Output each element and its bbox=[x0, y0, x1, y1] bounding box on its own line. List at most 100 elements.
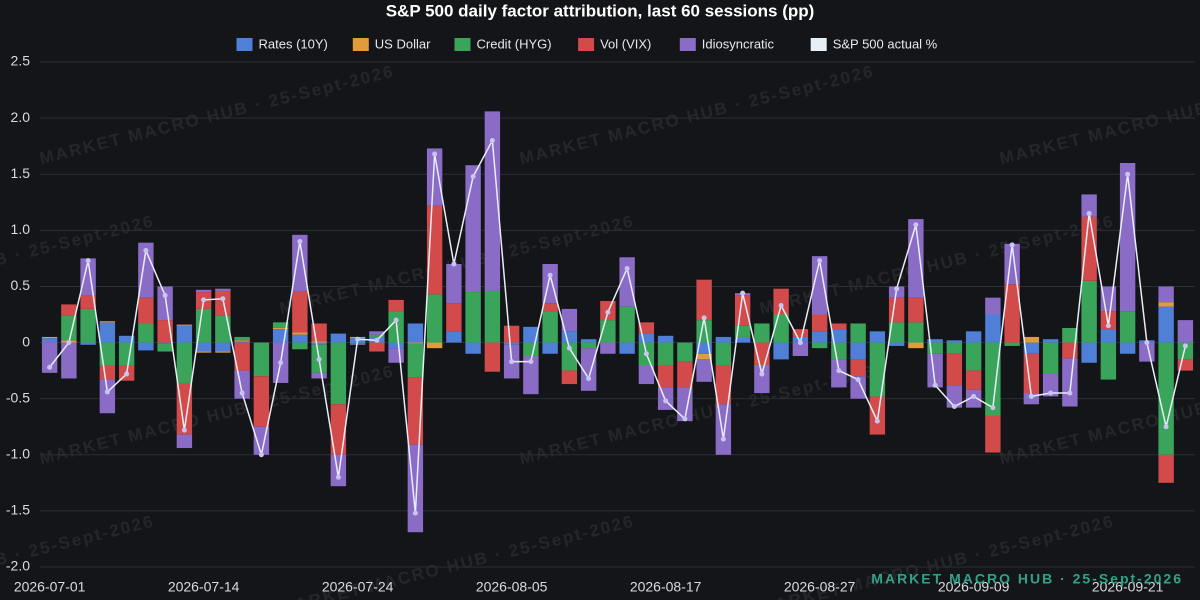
bar-segment bbox=[734, 325, 751, 337]
bar-segment bbox=[1119, 311, 1136, 343]
bar-segment bbox=[80, 342, 96, 345]
bar-segment bbox=[580, 342, 597, 349]
line-point bbox=[143, 248, 149, 254]
bar-segment bbox=[1081, 194, 1097, 217]
line-point bbox=[1009, 242, 1015, 248]
bar-segment bbox=[292, 334, 308, 343]
bar-segment bbox=[61, 304, 77, 316]
line-point bbox=[624, 265, 630, 271]
bar-segment bbox=[927, 353, 943, 388]
line-point bbox=[470, 173, 476, 179]
line-point bbox=[778, 303, 784, 309]
bar-segment bbox=[985, 415, 1001, 453]
line-point bbox=[951, 404, 957, 410]
bar-segment bbox=[234, 340, 250, 342]
line-point bbox=[374, 337, 380, 343]
bar-segment bbox=[80, 308, 96, 343]
bar-segment bbox=[869, 396, 886, 435]
bar-segment bbox=[831, 329, 847, 343]
bar-segment bbox=[600, 342, 616, 354]
legend-label: Credit (HYG) bbox=[477, 36, 552, 51]
x-tick-label: 2026-07-14 bbox=[168, 579, 240, 595]
bar-segment bbox=[831, 342, 847, 360]
bar-segment bbox=[811, 256, 828, 315]
bar-segment bbox=[215, 288, 231, 291]
bar-segment bbox=[369, 334, 385, 337]
bar-segment bbox=[446, 331, 462, 343]
x-tick-label: 2026-08-17 bbox=[630, 579, 702, 595]
line-point bbox=[278, 360, 284, 366]
bar-segment bbox=[985, 314, 1001, 343]
bar-segment bbox=[330, 342, 347, 405]
line-point bbox=[720, 436, 726, 442]
bar-segment bbox=[503, 342, 520, 345]
bar-segment bbox=[523, 342, 539, 357]
bar-segment bbox=[1119, 163, 1136, 312]
bar-segment bbox=[330, 404, 347, 455]
line-point bbox=[990, 405, 996, 411]
bar-segment bbox=[369, 342, 385, 352]
bar-segment bbox=[195, 351, 212, 353]
line-point bbox=[181, 427, 187, 433]
line-point bbox=[162, 292, 168, 298]
bar-segment bbox=[253, 342, 270, 377]
bar-segment bbox=[619, 306, 635, 343]
bar-segment bbox=[1023, 342, 1040, 354]
bar-segment bbox=[234, 336, 250, 341]
bar-segment bbox=[1119, 342, 1136, 354]
bar-segment bbox=[869, 342, 886, 397]
line-point bbox=[1105, 323, 1111, 329]
bar-segment bbox=[946, 353, 963, 386]
line-point bbox=[586, 375, 592, 381]
bar-segment bbox=[330, 454, 347, 487]
footer-watermark: MARKET MACRO HUB · 25-Sept-2026 bbox=[871, 571, 1183, 587]
bar-segment bbox=[426, 148, 443, 206]
line-point bbox=[817, 258, 823, 264]
line-point bbox=[451, 261, 457, 267]
bar-segment bbox=[484, 342, 501, 372]
bar-segment bbox=[215, 342, 231, 352]
bar-segment bbox=[792, 342, 809, 357]
bar-segment bbox=[523, 356, 539, 395]
bar-segment bbox=[234, 341, 250, 343]
bar-segment bbox=[99, 322, 116, 343]
bar-segment bbox=[869, 331, 886, 343]
legend-label: Idiosyncratic bbox=[702, 36, 775, 51]
bar-segment bbox=[388, 342, 404, 349]
bar-segment bbox=[696, 342, 712, 354]
bar-segment bbox=[465, 292, 481, 343]
bar-segment bbox=[407, 343, 424, 378]
line-point bbox=[104, 389, 110, 395]
bar-segment bbox=[696, 320, 712, 343]
bar-segment bbox=[61, 342, 77, 379]
bar-segment bbox=[831, 323, 847, 330]
bar-segment bbox=[1062, 327, 1078, 343]
legend-swatch bbox=[810, 38, 827, 51]
bar-segment bbox=[195, 342, 212, 352]
bar-segment bbox=[465, 165, 481, 293]
bar-segment bbox=[965, 342, 982, 371]
line-layer bbox=[47, 137, 1188, 516]
bar-segment bbox=[234, 342, 250, 371]
x-tick-label: 2026-08-27 bbox=[784, 579, 856, 595]
bar-segment bbox=[811, 314, 828, 332]
bar-segment bbox=[292, 332, 308, 335]
bar-segment bbox=[330, 333, 347, 343]
bar-segment bbox=[1042, 339, 1059, 343]
bar-segment bbox=[1004, 284, 1020, 343]
bar-segment bbox=[850, 359, 866, 377]
bar-segment bbox=[561, 308, 578, 332]
legend-label: S&P 500 actual % bbox=[833, 36, 938, 51]
bar-segment bbox=[638, 333, 655, 343]
line-point bbox=[1182, 343, 1188, 349]
bar-segment bbox=[927, 342, 943, 354]
line-point bbox=[239, 390, 245, 396]
bar-segment bbox=[41, 342, 58, 373]
bar-segment bbox=[446, 264, 462, 304]
bar-segment bbox=[272, 322, 289, 328]
line-point bbox=[740, 290, 746, 296]
bar-segment bbox=[1062, 358, 1078, 407]
line-point bbox=[1163, 424, 1169, 430]
bar-segment bbox=[215, 290, 231, 316]
y-tick-label: -1.5 bbox=[6, 502, 30, 518]
